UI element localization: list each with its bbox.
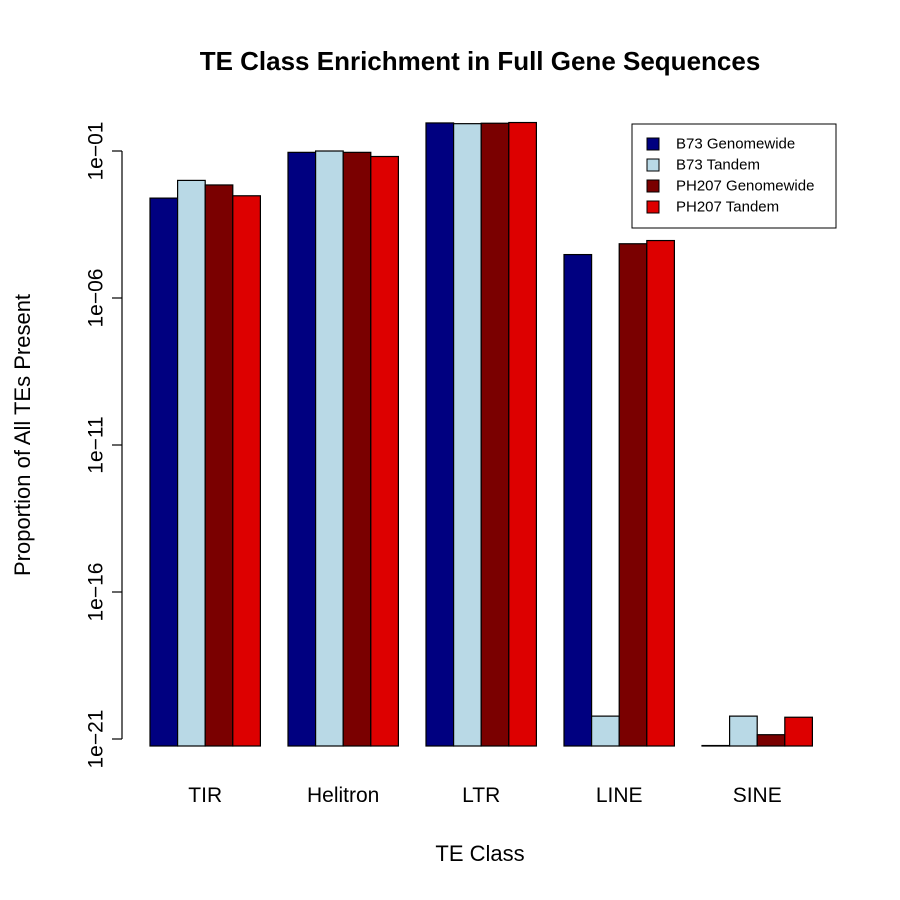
- bar-sine-1: [728, 715, 758, 747]
- bar-tir-0: [149, 197, 179, 747]
- y-tick-label: 1e−01: [85, 122, 108, 181]
- bar-ltr-3: [508, 121, 537, 747]
- legend-swatch: [646, 137, 660, 151]
- bar-tir-1: [177, 179, 206, 747]
- bar-line-3: [646, 239, 675, 747]
- legend-label: B73 Genomewide: [676, 136, 795, 153]
- bar-line-1: [590, 715, 620, 747]
- bar-line-0: [563, 253, 593, 747]
- bar-sine-3: [784, 716, 813, 747]
- x-tick-label: Helitron: [307, 784, 379, 807]
- legend: B73 Genomewide B73 Tandem PH207 Genomewide…: [631, 123, 837, 229]
- y-tick-label: 1e−21: [85, 710, 108, 769]
- legend-label: B73 Tandem: [676, 157, 760, 174]
- x-tick-label: LINE: [596, 784, 643, 807]
- bar-helitron-2: [342, 151, 372, 747]
- bar-tir-2: [204, 184, 234, 747]
- y-axis-label: Proportion of All TEs Present: [10, 294, 35, 576]
- bar-helitron-3: [370, 155, 399, 747]
- bar-tir-3: [232, 195, 262, 747]
- bar-line-2: [618, 243, 648, 747]
- legend-swatch: [646, 179, 660, 193]
- legend-label: PH207 Tandem: [676, 199, 779, 216]
- bar-helitron-0: [287, 151, 317, 747]
- legend-box: [631, 123, 837, 229]
- x-axis-label: TE Class: [435, 841, 524, 866]
- y-tick-label: 1e−11: [85, 416, 108, 473]
- y-tick-label: 1e−06: [85, 269, 108, 328]
- x-ticks: TIR Helitron LTR LINE SINE: [188, 784, 781, 807]
- bar-ltr-2: [480, 122, 510, 747]
- bar-sine-0: [701, 744, 731, 747]
- x-tick-label: SINE: [733, 784, 782, 807]
- y-ticks: 1e−01 1e−06 1e−11 1e−16 1e−21: [85, 122, 122, 769]
- bar-ltr-0: [425, 122, 455, 747]
- x-tick-label: LTR: [462, 784, 500, 807]
- plot-area: [149, 121, 813, 747]
- bar-sine-2: [756, 734, 786, 747]
- legend-label: PH207 Genomewide: [676, 178, 814, 195]
- bar-ltr-1: [453, 123, 482, 747]
- bar-helitron-1: [315, 150, 344, 747]
- legend-swatch: [646, 200, 660, 214]
- chart-title: TE Class Enrichment in Full Gene Sequenc…: [200, 46, 761, 76]
- x-tick-label: TIR: [188, 784, 222, 807]
- legend-swatch: [646, 158, 660, 172]
- y-tick-label: 1e−16: [85, 563, 108, 622]
